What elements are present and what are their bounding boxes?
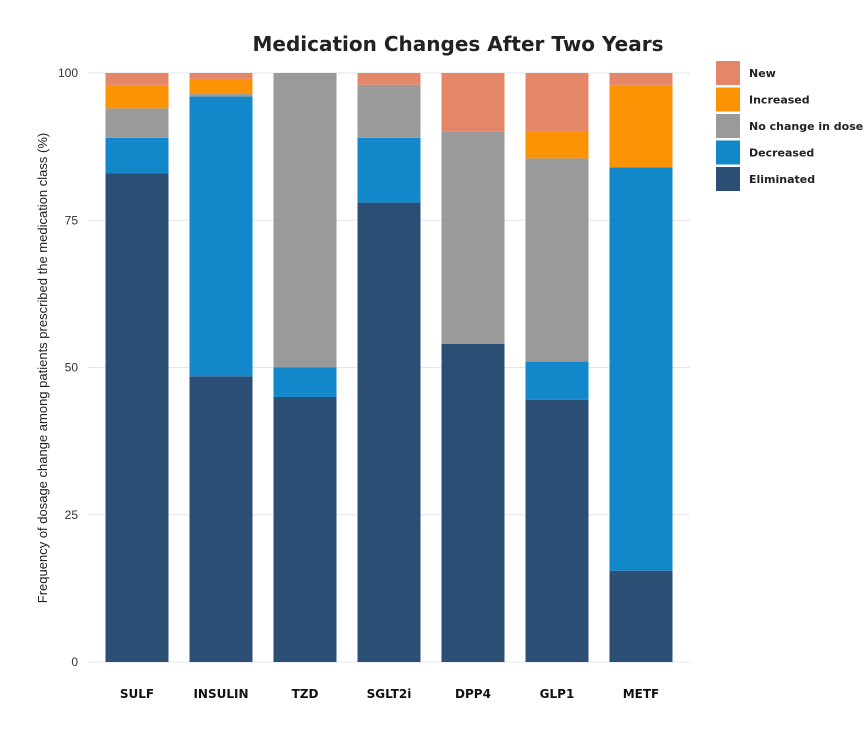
legend-item: Eliminated (716, 167, 815, 191)
legend-label: No change in dose (749, 120, 863, 133)
bar-segment-decreased (357, 137, 421, 203)
bar-segment-eliminated (357, 202, 421, 662)
y-tick-label: 25 (65, 508, 79, 522)
legend: New Increased No change in dose Decreased El… (716, 61, 863, 191)
bar-segment-decreased (609, 167, 673, 571)
x-category-label: TZD (292, 687, 319, 701)
bar-segment-eliminated (105, 173, 169, 662)
bar-segment-eliminated (273, 396, 337, 662)
bar-segment-eliminated (525, 399, 589, 662)
x-category-label: SGLT2i (367, 687, 412, 701)
y-tick-label: 100 (58, 66, 78, 80)
legend-swatch (716, 87, 740, 112)
legend-swatch (716, 61, 740, 85)
bar-segment-decreased (525, 361, 589, 400)
x-category-label: DPP4 (455, 687, 491, 701)
legend-label: Increased (749, 94, 810, 107)
bar-stack-metf (609, 73, 673, 662)
x-category-label: GLP1 (540, 687, 575, 701)
y-axis-ticks: 0 25 50 75 100 (58, 66, 78, 669)
bar-segment-new (609, 73, 673, 85)
bar-segment-no-change-in-dose (441, 131, 505, 344)
legend-item: No change in dose (716, 114, 863, 138)
bar-segment-no-change-in-dose (357, 84, 421, 138)
y-tick-label: 50 (65, 361, 79, 375)
bar-segment-increased (105, 84, 169, 109)
legend-swatch (716, 167, 740, 191)
bar-segment-increased (609, 84, 673, 168)
x-axis-categories: SULF INSULIN TZD SGLT2i DPP4 GLP1 METF (120, 687, 659, 701)
bar-segment-new (189, 73, 253, 79)
bar-segment-no-change-in-dose (273, 73, 337, 368)
bar-segment-decreased (189, 96, 253, 377)
legend-label: Eliminated (749, 173, 815, 186)
legend-item: Decreased (716, 140, 814, 165)
y-tick-label: 75 (65, 213, 79, 227)
bar-segment-decreased (273, 367, 337, 397)
bar-segment-eliminated (609, 570, 673, 662)
bar-segment-increased (525, 131, 589, 159)
bar-stack-insulin (189, 73, 253, 662)
x-category-label: SULF (120, 687, 154, 701)
legend-item: New (716, 61, 776, 85)
legend-swatch (716, 114, 740, 138)
bar-segment-new (525, 73, 589, 132)
legend-label: Decreased (749, 147, 814, 160)
bar-stack-glp1 (525, 73, 589, 662)
y-axis-label: Frequency of dosage change among patient… (35, 133, 50, 603)
bar-segment-no-change-in-dose (525, 158, 589, 362)
bar-segment-increased (189, 78, 253, 94)
bar-stack-sulf (105, 73, 169, 662)
x-category-label: METF (623, 687, 660, 701)
legend-label: New (749, 67, 776, 80)
bar-stack-dpp4 (441, 73, 505, 662)
legend-item: Increased (716, 87, 810, 112)
legend-swatch (716, 140, 740, 165)
bar-segment-new (105, 73, 169, 85)
bar-segment-eliminated (441, 343, 505, 662)
chart-title: Medication Changes After Two Years (253, 32, 664, 56)
bar-segment-no-change-in-dose (189, 93, 253, 97)
bar-segment-new (357, 73, 421, 85)
bar-stack-tzd (273, 73, 337, 662)
bar-segment-decreased (105, 137, 169, 174)
bar-stack-sglt2i (357, 73, 421, 662)
bar-segment-new (441, 73, 505, 132)
bar-segment-no-change-in-dose (105, 108, 169, 138)
bar-segment-eliminated (189, 376, 253, 662)
x-category-label: INSULIN (193, 687, 248, 701)
y-tick-label: 0 (71, 655, 78, 669)
bars (105, 73, 673, 662)
